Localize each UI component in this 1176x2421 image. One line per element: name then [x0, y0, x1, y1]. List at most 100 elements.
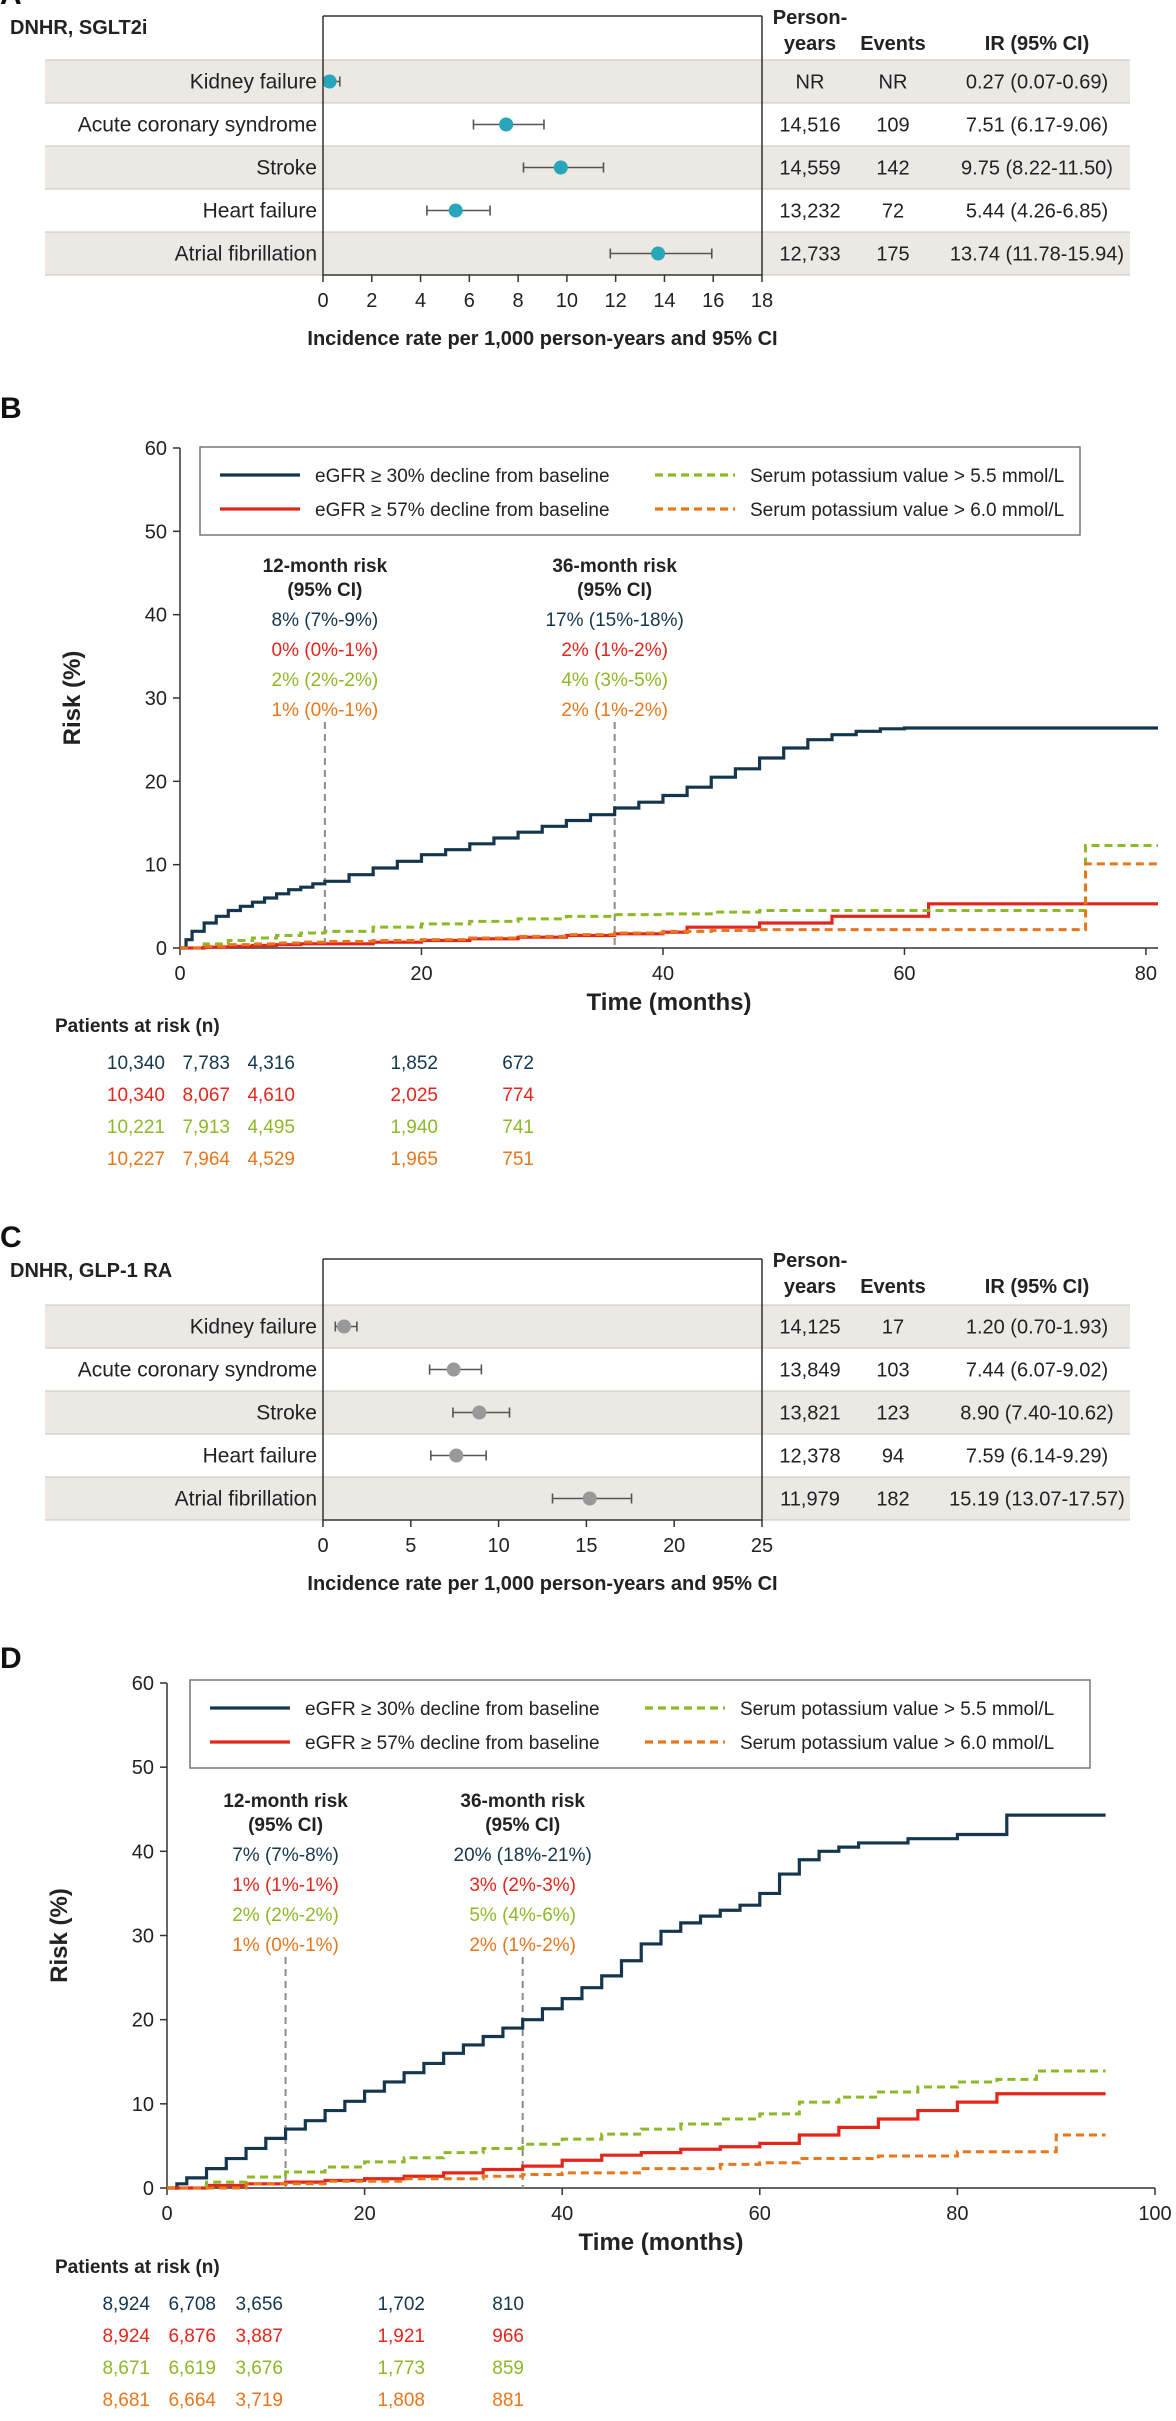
at-risk-value: 6,664: [168, 2390, 216, 2411]
person-years-value: 14,559: [779, 158, 840, 180]
x-tick-label: 80: [946, 2203, 968, 2225]
x-tick-label: 60: [893, 963, 915, 985]
at-risk-value: 3,676: [235, 2358, 283, 2379]
at-risk-value: 3,719: [235, 2390, 283, 2411]
header-events: Events: [860, 1276, 926, 1298]
legend-label: Serum potassium value > 5.5 mmol/L: [750, 466, 1064, 487]
at-risk-value: 10,340: [107, 1085, 165, 1106]
forest-panel-C: C DNHR, GLP-1 RA Kidney failure 14,125 17 1.2…: [0, 1221, 1130, 1595]
x-tick-label: 10: [556, 290, 578, 312]
at-risk-value: 672: [502, 1053, 534, 1074]
at-risk-value: 810: [492, 2294, 524, 2315]
y-axis-title: Risk (%): [59, 651, 86, 746]
legend-label: Serum potassium value > 6.0 mmol/L: [740, 1733, 1054, 1754]
at-risk-value: 6,708: [168, 2294, 216, 2315]
risk-value: 1% (1%-1%): [232, 1875, 339, 1896]
row-label: Atrial fibrillation: [175, 243, 317, 266]
ir-value: 7.51 (6.17-9.06): [966, 115, 1108, 137]
row-label: Heart failure: [203, 200, 317, 223]
risk-title: 36-month risk: [460, 1791, 585, 1812]
legend-label: Serum potassium value > 5.5 mmol/L: [740, 1699, 1054, 1720]
ir-value: 1.20 (0.70-1.93): [966, 1317, 1108, 1339]
x-tick-label: 25: [751, 1535, 773, 1557]
risk-value: 2% (1%-2%): [469, 1935, 576, 1956]
panel-title: DNHR, GLP-1 RA: [10, 1260, 172, 1282]
x-tick-label: 18: [751, 290, 773, 312]
risk-value: 0% (0%-1%): [272, 640, 379, 661]
legend-label: eGFR ≥ 57% decline from baseline: [315, 500, 610, 521]
at-risk-value: 7,913: [182, 1117, 230, 1138]
estimate-point: [582, 1491, 597, 1506]
row-label: Kidney failure: [190, 71, 317, 94]
at-risk-value: 3,656: [235, 2294, 283, 2315]
at-risk-value: 8,681: [102, 2390, 150, 2411]
person-years-value: 12,733: [779, 244, 840, 266]
person-years-value: NR: [796, 72, 825, 94]
risk-value: 1% (0%-1%): [232, 1935, 339, 1956]
header-ir: IR (95% CI): [985, 33, 1089, 55]
estimate-point: [337, 1319, 352, 1334]
at-risk-value: 8,671: [102, 2358, 150, 2379]
row-label: Heart failure: [203, 1445, 317, 1468]
forest-panel-A: A DNHR, SGLT2i Kidney failure NR NR 0.27 (0.0…: [0, 0, 1130, 350]
panel-label: C: [0, 1221, 22, 1254]
risk-subtitle: (95% CI): [248, 1815, 323, 1836]
at-risk-value: 859: [492, 2358, 524, 2379]
person-years-value: 13,821: [779, 1403, 840, 1425]
x-tick-label: 4: [415, 290, 426, 312]
row-label: Stroke: [256, 1402, 317, 1425]
row-label: Acute coronary syndrome: [78, 1359, 317, 1382]
x-tick-label: 16: [702, 290, 724, 312]
events-value: 182: [876, 1489, 909, 1511]
y-tick-label: 50: [145, 521, 167, 543]
legend-label: eGFR ≥ 57% decline from baseline: [305, 1733, 600, 1754]
ir-value: 5.44 (4.26-6.85): [966, 201, 1108, 223]
ir-value: 8.90 (7.40-10.62): [960, 1403, 1113, 1425]
risk-subtitle: (95% CI): [485, 1815, 560, 1836]
y-tick-label: 60: [132, 1673, 154, 1695]
x-tick-label: 0: [161, 2203, 172, 2225]
at-risk-value: 4,495: [247, 1117, 295, 1138]
x-axis-title: Incidence rate per 1,000 person-years an…: [307, 328, 777, 350]
events-value: 72: [882, 201, 904, 223]
x-tick-label: 0: [317, 290, 328, 312]
at-risk-value: 774: [502, 1085, 534, 1106]
at-risk-value: 1,852: [390, 1053, 438, 1074]
y-tick-label: 60: [145, 438, 167, 460]
panel-label: D: [0, 1642, 22, 1675]
ir-value: 9.75 (8.22-11.50): [961, 158, 1113, 180]
series-line-2: [180, 902, 1158, 950]
x-tick-label: 20: [410, 963, 432, 985]
row-label: Kidney failure: [190, 1316, 317, 1339]
at-risk-value: 6,876: [168, 2326, 216, 2347]
km-panel-B: B 0 10 20 30 40 50 60 0 20 40 60 80 Risk (%) Time (mon…: [0, 392, 1158, 1170]
estimate-point: [448, 203, 463, 218]
at-risk-value: 4,316: [247, 1053, 295, 1074]
events-value: 94: [882, 1446, 904, 1468]
series-line-3: [180, 844, 1158, 950]
risk-value: 2% (2%-2%): [272, 670, 379, 691]
risk-title: 12-month risk: [263, 556, 388, 577]
x-tick-label: 20: [663, 1535, 685, 1557]
x-tick-label: 10: [487, 1535, 509, 1557]
at-risk-value: 10,221: [107, 1117, 165, 1138]
risk-value: 2% (2%-2%): [232, 1905, 339, 1926]
y-tick-label: 20: [132, 2010, 154, 2032]
risk-title: 12-month risk: [223, 1791, 348, 1812]
estimate-point: [553, 160, 568, 175]
legend-label: Serum potassium value > 6.0 mmol/L: [750, 500, 1064, 521]
ir-value: 7.59 (6.14-9.29): [966, 1446, 1108, 1468]
at-risk-value: 751: [502, 1149, 534, 1170]
x-tick-label: 15: [575, 1535, 597, 1557]
series-line-1: [167, 1813, 1106, 2190]
events-value: 175: [876, 244, 909, 266]
header-person: Person-: [773, 7, 847, 29]
legend-box: [189, 1679, 1091, 1769]
risk-value: 8% (7%-9%): [272, 610, 379, 631]
person-years-value: 13,849: [779, 1360, 840, 1382]
at-risk-title: Patients at risk (n): [55, 2257, 220, 2278]
y-tick-label: 50: [132, 1757, 154, 1779]
person-years-value: 13,232: [779, 201, 840, 223]
at-risk-value: 7,783: [182, 1053, 230, 1074]
legend-label: eGFR ≥ 30% decline from baseline: [305, 1699, 600, 1720]
